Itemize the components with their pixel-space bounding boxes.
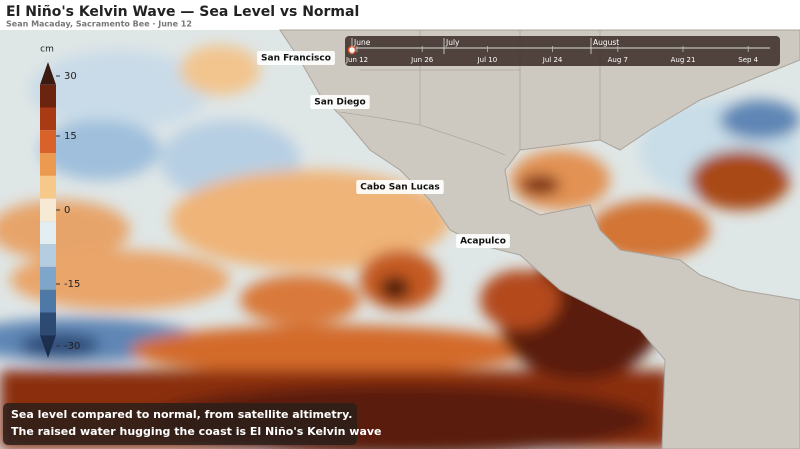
month-label: July — [445, 38, 460, 47]
legend-tick-label: 15 — [64, 131, 77, 142]
legend-swatch — [40, 198, 56, 222]
date-label: Aug 21 — [671, 56, 696, 64]
legend-swatch — [40, 266, 56, 290]
caption-line: The raised water hugging the coast is El… — [11, 425, 382, 438]
title: El Niño's Kelvin Wave — Sea Level vs Nor… — [6, 4, 359, 20]
legend-swatch — [40, 221, 56, 245]
legend-swatch — [40, 335, 56, 358]
place-label-bg — [310, 95, 370, 109]
legend-tick-label: -30 — [64, 341, 80, 352]
timeline-panel — [345, 36, 780, 66]
byline: Sean Macaday, Sacramento Bee · June 12 — [6, 20, 192, 29]
date-label: Jul 10 — [477, 56, 498, 64]
legend-swatch — [40, 107, 56, 131]
land — [279, 29, 800, 449]
place-label: Cabo San Lucas — [360, 183, 439, 193]
legend-swatch — [40, 312, 56, 336]
date-label: Jul 24 — [542, 56, 563, 64]
header-band — [0, 0, 800, 30]
legend: cm 30 15 0 -15 -30 — [40, 45, 80, 358]
place-label-bg — [257, 51, 335, 65]
date-label: Sep 4 — [738, 56, 758, 64]
date-label: Jun 12 — [345, 56, 368, 64]
month-label: June — [353, 38, 371, 47]
place-label-bg — [356, 180, 444, 194]
legend-swatch — [40, 289, 56, 313]
borders — [339, 30, 601, 156]
legend-swatch — [40, 175, 56, 199]
caption-box: Sea level compared to normal, from satel… — [3, 403, 382, 445]
month-label: August — [593, 38, 619, 47]
legend-tick-label: 0 — [64, 205, 70, 216]
legend-tick-label: -15 — [64, 279, 80, 290]
legend-swatch — [40, 153, 56, 176]
place-label: Acapulco — [460, 237, 506, 247]
legend-unit: cm — [40, 45, 54, 55]
legend-tick-label: 30 — [64, 71, 77, 82]
place-label-bg — [456, 234, 510, 248]
legend-swatch — [40, 244, 56, 267]
place-label: San Diego — [314, 98, 365, 108]
place-label: San Francisco — [261, 54, 331, 64]
legend-swatch — [40, 62, 56, 85]
caption-line: Sea level compared to normal, from satel… — [11, 408, 352, 421]
date-label: Aug 7 — [608, 56, 628, 64]
legend-swatch — [40, 130, 56, 154]
legend-swatch — [40, 84, 56, 108]
timeline: June July August Jun 12 Jun 26 Jul 10 Jul 24 Au… — [345, 36, 780, 66]
date-label: Jun 26 — [410, 56, 434, 64]
place-labels: San Francisco San Diego Cabo San Lucas Acap… — [257, 51, 510, 248]
